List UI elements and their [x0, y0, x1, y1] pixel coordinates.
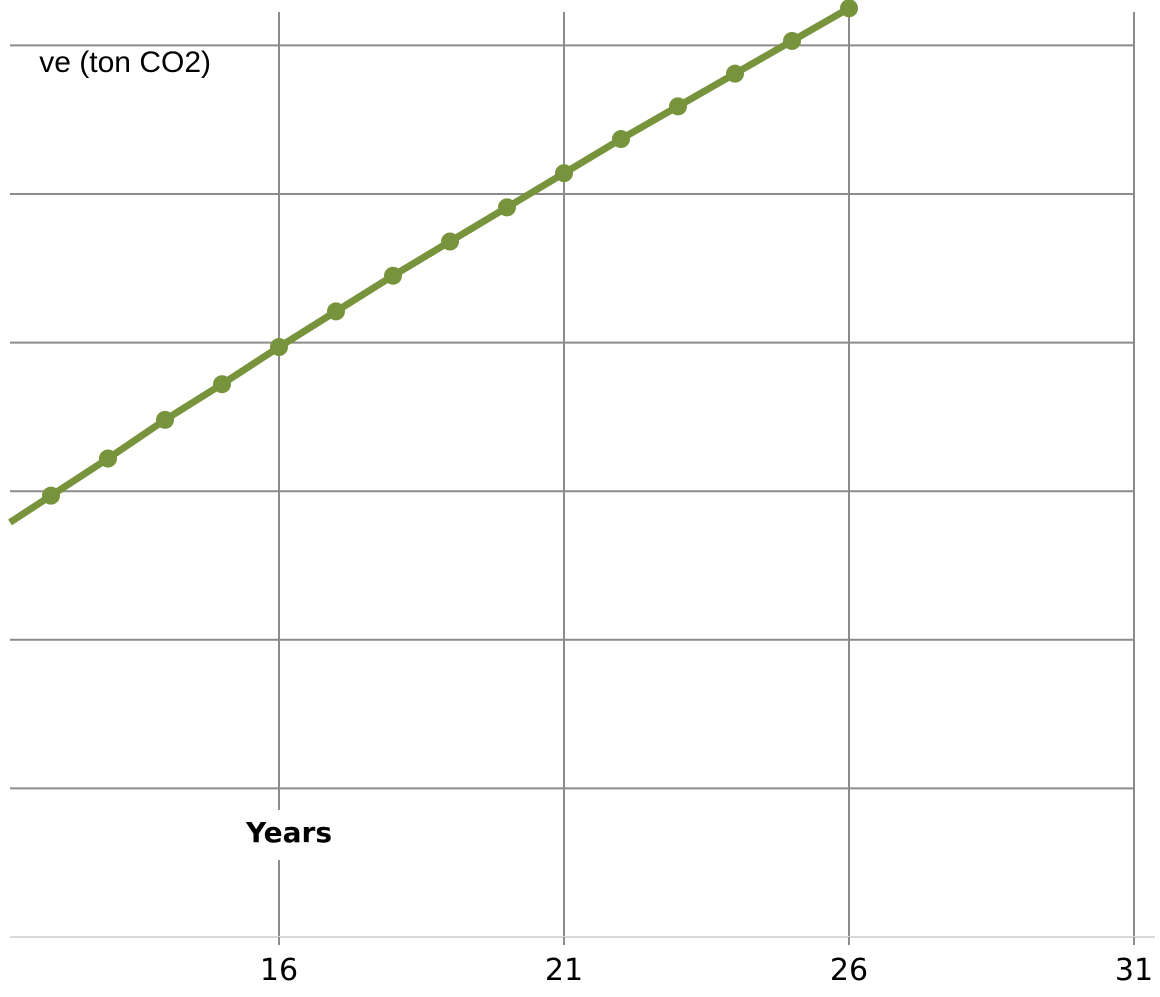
data-point: [384, 266, 402, 285]
data-point: [42, 486, 60, 505]
data-point: [213, 375, 231, 394]
series-line: [8, 5, 851, 526]
data-point: [669, 97, 687, 116]
y-axis-title: ve (ton CO2): [39, 46, 211, 79]
series-layer: [8, 0, 858, 526]
x-tick-label: 26: [830, 953, 868, 988]
data-point: [327, 302, 345, 321]
data-point: [441, 232, 459, 251]
data-point: [612, 130, 630, 149]
data-point: [555, 164, 573, 183]
data-point: [270, 338, 288, 357]
x-tick-label: 16: [260, 953, 298, 988]
data-point: [726, 64, 744, 83]
labels-layer: 16 21 26 31 ve (ton CO2) Years: [39, 46, 1153, 988]
data-point: [783, 31, 801, 50]
x-tick-label: 31: [1115, 953, 1153, 988]
data-point: [498, 198, 516, 217]
data-point: [156, 410, 174, 429]
x-tick-label: 21: [545, 953, 583, 988]
axes: [10, 936, 1155, 945]
grid: [10, 12, 1135, 937]
data-point: [99, 449, 117, 468]
x-axis-title-background: [238, 810, 338, 860]
x-axis-title: Years: [245, 816, 332, 849]
data-point: [840, 0, 858, 18]
